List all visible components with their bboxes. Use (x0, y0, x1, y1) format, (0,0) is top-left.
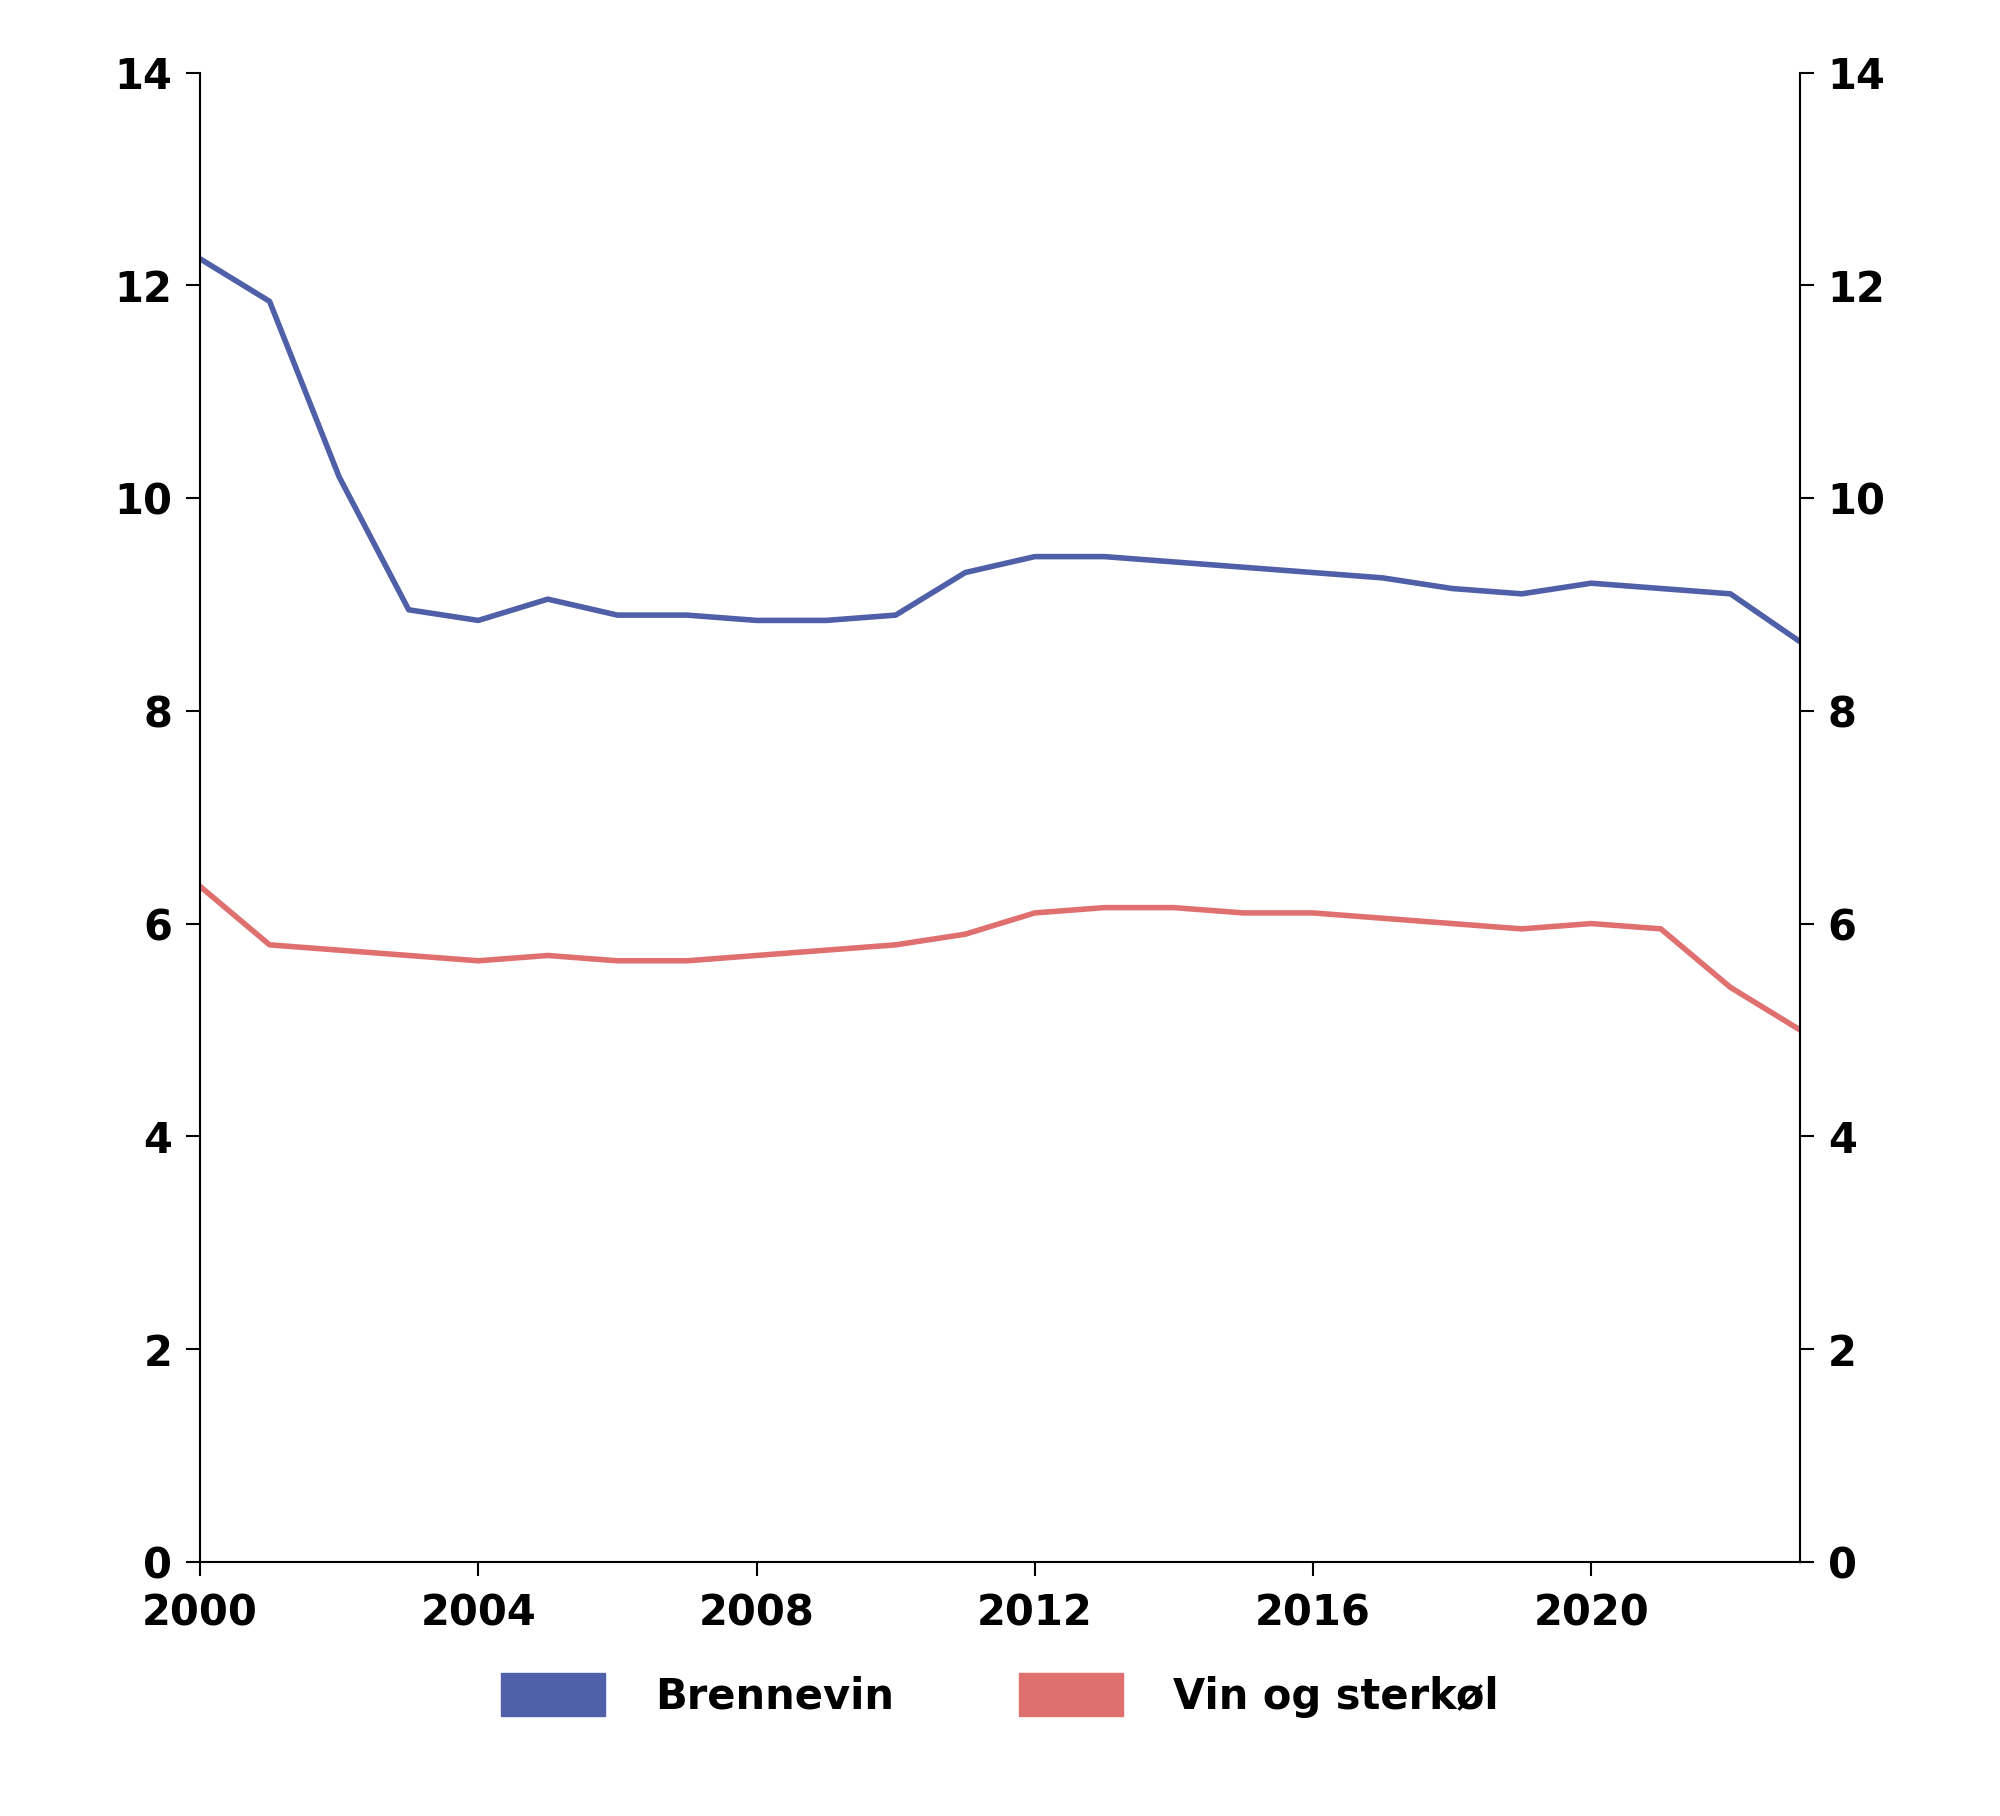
Vin og sterkøl (814, 939, 838, 961)
Brennevin (258, 291, 282, 312)
Brennevin (1162, 550, 1186, 572)
Vin og sterkøl (954, 923, 978, 944)
Brennevin (814, 610, 838, 632)
Vin og sterkøl (1788, 1019, 1812, 1041)
Brennevin (536, 588, 560, 610)
Vin og sterkøl (884, 933, 908, 955)
Vin og sterkøl (1718, 977, 1742, 999)
Vin og sterkøl (396, 944, 420, 966)
Brennevin (1302, 561, 1326, 583)
Vin og sterkøl (1648, 917, 1672, 941)
Line: Brennevin: Brennevin (200, 260, 1800, 641)
Brennevin (188, 249, 212, 271)
Brennevin (1370, 567, 1394, 588)
Legend: Brennevin, Vin og sterkøl: Brennevin, Vin og sterkøl (484, 1656, 1516, 1734)
Vin og sterkøl (606, 950, 630, 972)
Brennevin (1718, 583, 1742, 605)
Brennevin (606, 605, 630, 627)
Vin og sterkøl (1510, 917, 1534, 941)
Brennevin (1440, 577, 1464, 599)
Vin og sterkøl (1022, 903, 1046, 924)
Brennevin (1648, 577, 1672, 599)
Vin og sterkøl (258, 933, 282, 955)
Brennevin (396, 599, 420, 621)
Brennevin (1510, 583, 1534, 605)
Brennevin (674, 605, 698, 627)
Brennevin (1788, 630, 1812, 652)
Vin og sterkøl (674, 950, 698, 972)
Brennevin (744, 610, 768, 632)
Brennevin (954, 561, 978, 583)
Vin og sterkøl (1302, 903, 1326, 924)
Vin og sterkøl (1440, 913, 1464, 935)
Vin og sterkøl (1092, 897, 1116, 919)
Brennevin (1092, 545, 1116, 567)
Vin og sterkøl (1232, 903, 1256, 924)
Brennevin (466, 610, 490, 632)
Brennevin (1232, 556, 1256, 577)
Vin og sterkøl (466, 950, 490, 972)
Vin og sterkøl (1370, 908, 1394, 930)
Brennevin (884, 605, 908, 627)
Brennevin (1580, 572, 1604, 594)
Vin og sterkøl (1162, 897, 1186, 919)
Line: Vin og sterkøl: Vin og sterkøl (200, 886, 1800, 1030)
Vin og sterkøl (188, 875, 212, 897)
Brennevin (1022, 545, 1046, 567)
Vin og sterkøl (536, 944, 560, 966)
Brennevin (328, 467, 352, 489)
Vin og sterkøl (1580, 913, 1604, 935)
Vin og sterkøl (744, 944, 768, 966)
Vin og sterkøl (328, 939, 352, 961)
